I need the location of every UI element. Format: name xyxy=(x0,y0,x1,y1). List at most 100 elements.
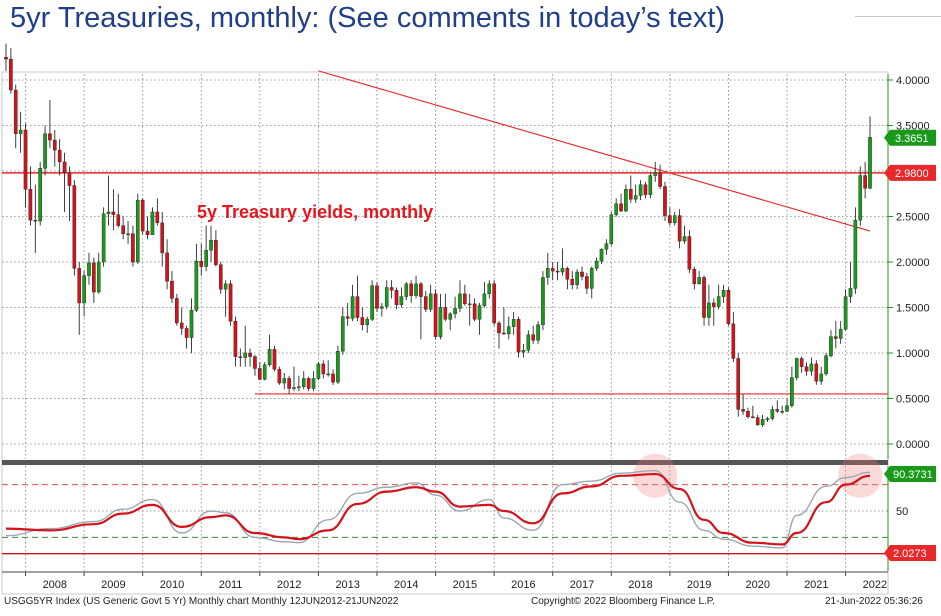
candle-body xyxy=(780,411,784,413)
candle-body xyxy=(189,310,194,338)
candle-body xyxy=(721,290,726,297)
candle-body xyxy=(653,172,658,176)
candle-body xyxy=(321,363,326,375)
candle-body xyxy=(199,260,204,267)
candle-body xyxy=(87,262,91,276)
candle-body xyxy=(170,280,174,299)
candle-body xyxy=(116,214,121,226)
oscillator-line xyxy=(5,472,871,546)
candle-body xyxy=(770,409,775,419)
price-tick-label: 0.0000 xyxy=(896,439,930,451)
oscillator-value-tag-shape xyxy=(884,466,936,482)
candle-body xyxy=(57,149,62,163)
candle-body xyxy=(394,290,399,305)
candle-body xyxy=(341,316,345,352)
candle-body xyxy=(648,175,653,195)
candle-body xyxy=(687,236,692,270)
price-tick-label: 1.0000 xyxy=(896,348,930,360)
candle-body xyxy=(555,270,560,273)
candle-body xyxy=(4,57,8,60)
candle-body xyxy=(711,302,716,307)
candle-body xyxy=(658,172,662,187)
footer-right: 21-Jun-2022 05:36:26 xyxy=(825,596,923,607)
overbought-highlight xyxy=(838,453,883,498)
candle-body xyxy=(560,268,565,273)
x-tick-label: 2011 xyxy=(219,579,243,591)
reference-price-tag-shape xyxy=(884,164,936,181)
reference-price-tag: 2.9800 xyxy=(884,164,936,181)
price-tick-label: 2.5000 xyxy=(896,212,930,224)
x-tick-label: 2013 xyxy=(335,579,359,591)
x-tick-label: 2017 xyxy=(570,579,594,591)
candle-body xyxy=(360,317,365,325)
candle-body xyxy=(731,323,736,359)
candle-body xyxy=(272,349,277,370)
candle-body xyxy=(804,366,809,372)
candle-body xyxy=(707,302,711,318)
candle-body xyxy=(150,211,155,235)
candle-body xyxy=(736,358,741,410)
footer-left: USGG5YR Index (US Generic Govt 5 Yr) Mon… xyxy=(4,596,399,607)
candle-body xyxy=(409,283,413,296)
candle-body xyxy=(438,307,443,337)
candle-body xyxy=(135,199,140,263)
candle-body xyxy=(62,161,67,174)
title-rule xyxy=(855,16,941,17)
candle-body xyxy=(301,378,306,387)
candle-body xyxy=(702,277,706,318)
candle-body xyxy=(287,378,291,389)
candle-body xyxy=(453,308,457,315)
footer-center: Copyright© 2022 Bloomberg Finance L.P. xyxy=(531,596,715,607)
candle-body xyxy=(331,373,335,383)
price-tick-label: 2.0000 xyxy=(896,257,930,269)
candle-body xyxy=(214,239,218,265)
candle-body xyxy=(92,262,96,293)
candle-body xyxy=(262,364,267,380)
x-tick-label: 2012 xyxy=(277,579,301,591)
candle-body xyxy=(834,336,838,339)
x-tick-label: 2010 xyxy=(160,579,184,591)
candle-body xyxy=(638,184,643,196)
candle-body xyxy=(194,260,199,311)
reference-price-tag-text: 2.9800 xyxy=(895,168,929,180)
candle-body xyxy=(541,277,545,325)
oscillator-value-tag: 90.3731 xyxy=(884,466,936,482)
panel-separator xyxy=(2,460,888,465)
candle-body xyxy=(428,293,433,310)
candle-body xyxy=(716,296,721,307)
candle-body xyxy=(516,319,521,353)
candle-body xyxy=(282,378,287,384)
candle-body xyxy=(72,185,77,269)
signal-value-tag-shape xyxy=(884,545,936,561)
price-tick-label: 3.5000 xyxy=(896,121,930,133)
price-tick-label: 0.5000 xyxy=(896,394,930,406)
candle-body xyxy=(384,287,389,307)
signal-line xyxy=(5,469,871,549)
candle-body xyxy=(848,288,853,297)
price-panel xyxy=(2,43,888,427)
candle-body xyxy=(96,261,101,293)
candle-body xyxy=(53,139,57,151)
candle-body xyxy=(204,249,208,267)
osc-tick-label: 50 xyxy=(896,506,908,518)
candle-body xyxy=(619,203,623,212)
candle-body xyxy=(580,271,584,277)
candle-body xyxy=(277,369,282,384)
candle-body xyxy=(589,268,594,289)
candle-body xyxy=(155,211,160,224)
bloomberg-chart: 0.00000.50001.00001.50002.00002.50003.00… xyxy=(1,43,936,595)
time-axis: 2008 2009 2010 2011 2012 2013 2014 2015 2016 2017… xyxy=(25,572,887,591)
candle-body xyxy=(443,307,448,320)
candle-body xyxy=(23,129,28,190)
last-price-tag-text: 3.3651 xyxy=(895,133,929,145)
candle-body xyxy=(838,329,843,339)
candle-body xyxy=(546,268,550,278)
candle-body xyxy=(179,322,184,329)
candle-body xyxy=(106,211,111,214)
candle-body xyxy=(121,225,125,234)
candle-body xyxy=(355,296,360,318)
candle-body xyxy=(614,203,618,215)
candle-body xyxy=(697,277,701,285)
candle-body xyxy=(33,219,38,222)
oscillator-value-tag-text: 90.3731 xyxy=(893,469,933,481)
